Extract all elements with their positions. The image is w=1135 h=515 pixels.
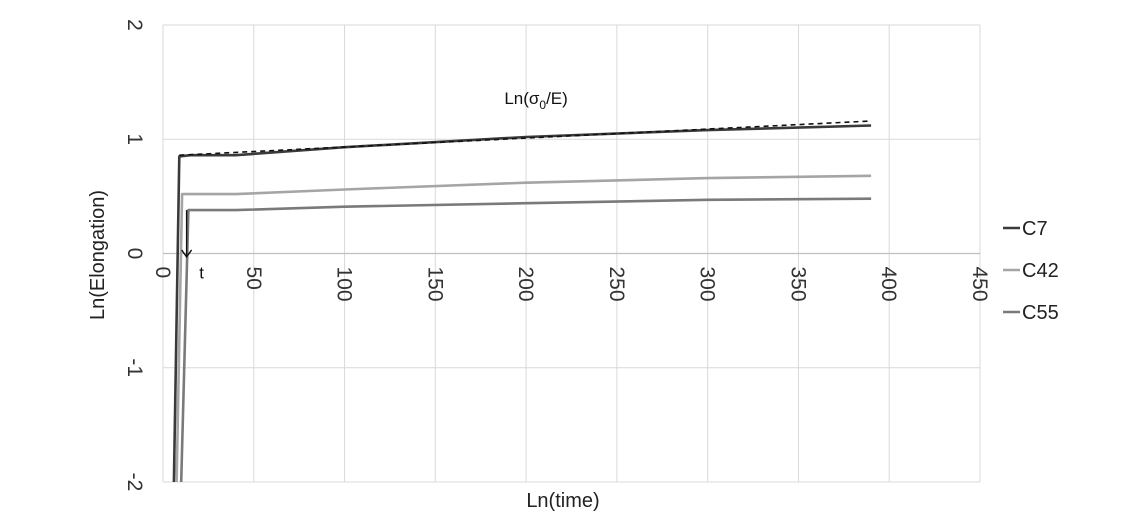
y-tick-label: 0 bbox=[123, 248, 146, 260]
legend-label-c55: C55 bbox=[1022, 302, 1059, 324]
x-tick-label: 300 bbox=[696, 267, 719, 302]
x-tick-label: 250 bbox=[605, 267, 628, 302]
y-axis-title: Ln(Elongation) bbox=[87, 190, 109, 320]
series-line-c55 bbox=[179, 197, 872, 483]
x-tick-labels: 0 50 100 150 200 250 300 350 400 450 bbox=[151, 267, 991, 302]
annotation-t-label: t bbox=[199, 264, 204, 283]
annotation-arrow-head bbox=[181, 249, 193, 259]
y-tick-label: -1 bbox=[123, 358, 146, 377]
y-tick-label: 2 bbox=[123, 19, 146, 31]
x-tick-label: 0 bbox=[151, 267, 174, 279]
series-lines bbox=[172, 120, 872, 483]
series-line-c42 bbox=[175, 174, 872, 483]
x-tick-label: 450 bbox=[968, 267, 991, 302]
y-tick-labels: 2 1 0 -1 -2 bbox=[123, 19, 146, 491]
legend: C7 C42 C55 bbox=[1003, 218, 1059, 324]
annotation-sigma-label: Ln(σ0/E) bbox=[504, 89, 567, 112]
x-tick-label: 100 bbox=[333, 267, 356, 302]
y-tick-label: -2 bbox=[123, 473, 146, 492]
x-tick-label: 400 bbox=[877, 267, 900, 302]
legend-label-c7: C7 bbox=[1022, 218, 1048, 240]
y-tick-label: 1 bbox=[123, 133, 146, 145]
reference-dashed-line bbox=[179, 120, 872, 156]
x-tick-label: 200 bbox=[514, 267, 537, 302]
grid bbox=[162, 24, 981, 483]
x-tick-label: 50 bbox=[242, 267, 265, 290]
legend-label-c42: C42 bbox=[1022, 260, 1059, 282]
series-line-c7 bbox=[172, 124, 872, 483]
x-tick-label: 350 bbox=[786, 267, 809, 302]
annotations: Ln(σ0/E) t bbox=[181, 89, 568, 283]
x-axis-title: Ln(time) bbox=[526, 490, 599, 512]
x-tick-label: 150 bbox=[423, 267, 446, 302]
